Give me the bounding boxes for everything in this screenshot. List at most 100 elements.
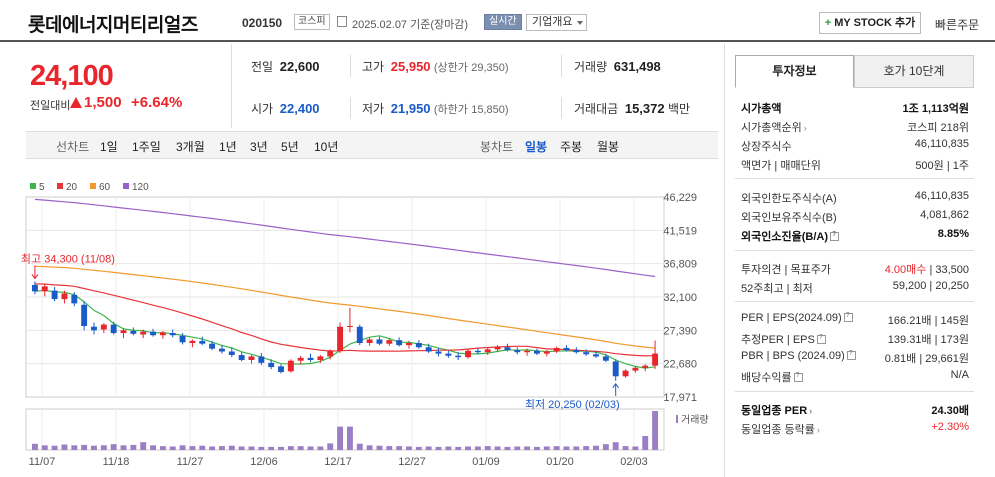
volume-bar [100, 445, 107, 450]
price-change: 1,500 [84, 94, 122, 111]
stat-open: 시가 22,400 [251, 101, 320, 116]
legend-label-5: 5 [39, 182, 45, 193]
divider [561, 55, 562, 77]
candle-body [573, 350, 580, 353]
help-icon[interactable] [846, 350, 856, 360]
volume-bar [278, 446, 284, 450]
candle-body [415, 343, 422, 348]
volume-bar [484, 446, 491, 450]
help-icon[interactable] [830, 231, 839, 241]
quick-order-link[interactable]: 빠른주문 [935, 18, 980, 32]
volume-bars: 거래량 [31, 411, 709, 450]
row-par: 액면가 | 매매단위 500원 | 1주 [741, 160, 969, 172]
high-arrow-head [31, 274, 39, 280]
volume-bar [268, 446, 275, 450]
x-tick-label: 01/20 [546, 456, 574, 468]
tab-5y[interactable]: 5년 [281, 140, 299, 154]
candle-body [31, 284, 38, 292]
candle-body [287, 360, 294, 372]
help-icon[interactable] [793, 372, 803, 382]
volume-bar [642, 435, 649, 450]
realtime-button[interactable]: 실시간 [484, 14, 522, 30]
price-chart: 5 20 60 120 46,229 41,519 36,809 32,100 27,390 2… [21, 182, 709, 468]
help-icon[interactable] [843, 312, 853, 322]
volume-bar [652, 411, 659, 450]
tab-1y[interactable]: 1년 [219, 140, 237, 154]
tab-orderbook[interactable]: 호가 10단계 [854, 55, 974, 88]
candle-body [337, 326, 344, 351]
tab-daily[interactable]: 일봉 [525, 140, 548, 154]
volume-bar [386, 446, 393, 450]
candle-body [504, 347, 511, 351]
candle-body [583, 352, 590, 355]
volume-bar [258, 446, 265, 450]
volume-legend-swatch [676, 415, 678, 423]
tab-invest-info[interactable]: 투자정보 [735, 55, 854, 88]
tab-1d[interactable]: 1일 [100, 140, 118, 154]
tab-weekly[interactable]: 주봉 [560, 140, 583, 154]
candle-body [484, 349, 491, 353]
chevron-right-icon[interactable]: › [809, 406, 813, 416]
candle-body [238, 355, 245, 360]
chart-period-tabs: 선차트 1일 1주일 3개월 1년 3년 5년 10년 봉차트 일봉 주봉 월봉 [26, 131, 718, 159]
volume-bar [514, 446, 521, 450]
volume-bar [169, 446, 176, 450]
divider [350, 97, 351, 119]
candle-body [169, 333, 176, 336]
volume-bar [543, 446, 550, 450]
legend-label-20: 20 [66, 182, 78, 193]
legend-swatch-5 [30, 183, 36, 189]
candle-body [553, 347, 560, 352]
tab-3m[interactable]: 3개월 [176, 140, 205, 154]
x-tick-label: 11/18 [103, 456, 130, 468]
x-tick-label: 11/27 [177, 456, 204, 468]
divider [350, 55, 351, 77]
volume-bar [337, 426, 344, 450]
volume-bar [327, 443, 334, 450]
legend-swatch-60 [90, 183, 96, 189]
volume-bar [504, 446, 511, 450]
help-icon[interactable] [816, 334, 826, 344]
volume-bar [219, 446, 225, 450]
volume-bar [534, 446, 540, 450]
chevron-right-icon[interactable]: › [803, 123, 807, 133]
stock-header: 롯데에너지머티리얼즈 020150 코스피 2025.02.07 기준(장마감)… [0, 0, 995, 42]
candle-body [189, 340, 196, 344]
candle-body [209, 343, 216, 349]
candle-body [593, 354, 599, 357]
stat-volume: 거래량 631,498 [574, 59, 661, 74]
y-tick-label: 41,519 [663, 225, 697, 237]
y-tick-label: 27,390 [663, 325, 697, 337]
candle-body [612, 361, 619, 377]
tab-3y[interactable]: 3년 [250, 140, 268, 154]
tab-monthly[interactable]: 월봉 [597, 140, 620, 154]
row-industry-per: 동일업종 PER › 24.30배 [741, 405, 969, 417]
stock-code: 020150 [242, 16, 283, 30]
stat-prev: 전일 22,600 [251, 59, 320, 74]
volume-bar [593, 445, 599, 450]
volume-bar [31, 443, 38, 450]
candle-body [474, 350, 481, 353]
current-price: 24,100 [30, 60, 114, 92]
market-badge: 코스피 [294, 14, 330, 30]
tab-1w[interactable]: 1주일 [132, 140, 161, 154]
volume-bar [602, 444, 609, 450]
candle-body [356, 326, 363, 344]
volume-bar [71, 445, 78, 450]
plus-icon: + [824, 17, 832, 29]
volume-label: 거래량 [681, 414, 709, 426]
chevron-right-icon[interactable]: › [816, 425, 820, 435]
volume-bar [317, 446, 324, 450]
volume-bar [376, 445, 383, 450]
x-axis-labels: 11/07 11/18 11/27 12/06 12/17 12/27 01/09 01/20… [29, 456, 648, 468]
x-tick-label: 02/03 [620, 456, 648, 468]
volume-bar [573, 446, 580, 450]
candle-body [51, 290, 58, 300]
tab-10y[interactable]: 10년 [314, 140, 339, 154]
company-overview-dropdown[interactable]: 기업개요 [526, 14, 588, 31]
candle-body [150, 331, 156, 336]
candle-body [327, 350, 334, 357]
row-shares: 상장주식수 46,110,835 [741, 138, 969, 153]
my-stock-add-button[interactable]: + MY STOCK 추가 [819, 12, 921, 34]
volume-bar [110, 444, 117, 450]
